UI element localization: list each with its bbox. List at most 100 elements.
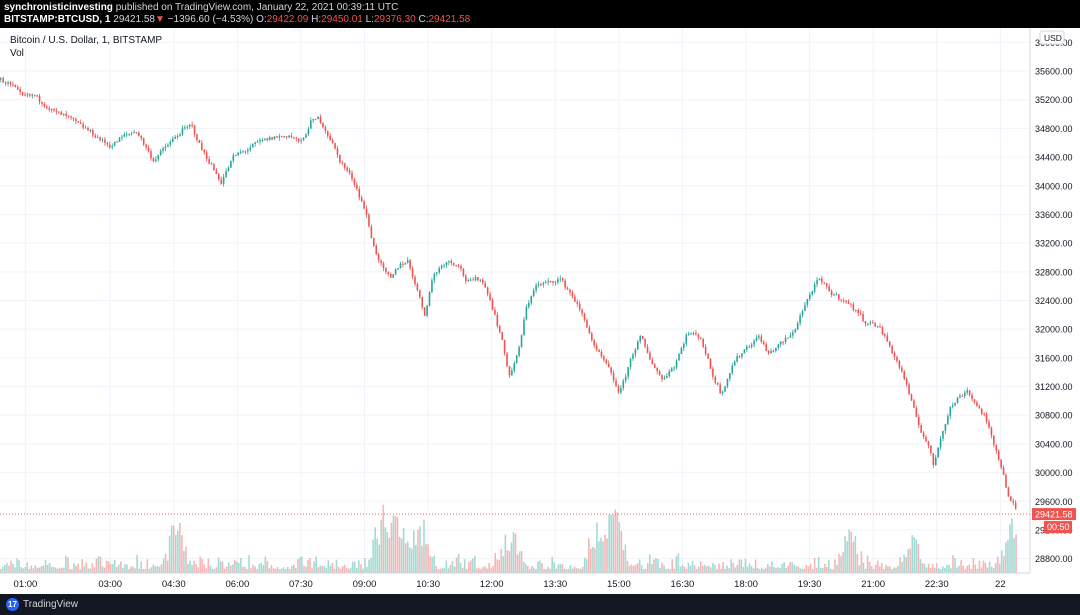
volume-bar	[278, 569, 281, 573]
volume-bar	[292, 564, 295, 573]
volume-bar	[225, 566, 228, 573]
volume-bar	[4, 564, 6, 573]
volume-bar	[508, 551, 511, 573]
volume-bar	[785, 568, 787, 573]
volume-bar	[685, 568, 688, 573]
candle	[968, 390, 971, 395]
candle	[486, 287, 489, 295]
x-tick-label: 13:30	[543, 579, 567, 590]
candle	[668, 371, 671, 376]
volume-bar	[787, 565, 789, 573]
volume-bar	[323, 566, 326, 573]
volume-bar	[181, 535, 183, 573]
volume-bar	[215, 567, 218, 573]
candle	[38, 95, 41, 102]
volume-bar	[197, 567, 199, 573]
volume-bar	[775, 567, 777, 573]
candle	[927, 441, 930, 446]
volume-bar	[364, 558, 366, 573]
candle	[462, 268, 465, 276]
volume-bar	[573, 566, 576, 573]
candle	[557, 279, 559, 283]
volume-bar	[260, 562, 263, 573]
volume-bar	[811, 569, 814, 573]
candle	[644, 339, 646, 347]
volume-bar	[463, 559, 466, 573]
candle	[99, 137, 101, 141]
volume-bar	[150, 567, 153, 573]
chart-area[interactable]: 28800.0029200.0029600.0030000.0030400.00…	[0, 28, 1080, 594]
volume-bar	[726, 565, 728, 573]
price-chart[interactable]: 28800.0029200.0029600.0030000.0030400.00…	[0, 28, 1080, 594]
volume-bar	[610, 514, 612, 573]
volume-bar	[335, 559, 338, 573]
volume-bar	[248, 555, 250, 573]
candle	[79, 122, 82, 124]
volume-bar	[22, 568, 24, 573]
candle	[46, 106, 48, 109]
volume-bar	[67, 557, 69, 573]
volume-bar	[488, 562, 490, 573]
tradingview-brand[interactable]: 17 TradingView	[6, 598, 78, 611]
volume-bar	[866, 555, 869, 573]
volume-bar	[439, 568, 442, 573]
candle	[484, 282, 487, 288]
volume-bar	[417, 529, 419, 573]
volume-bar	[185, 546, 187, 573]
candle	[162, 148, 164, 151]
symbol-label: BITSTAMP:BTCUSD, 1	[4, 14, 111, 25]
candle	[934, 457, 937, 465]
currency-label: USD	[1044, 33, 1062, 43]
volume-bar	[360, 564, 362, 573]
volume-bar	[909, 548, 912, 573]
candle	[833, 294, 835, 296]
volume-bar	[948, 564, 950, 573]
candle	[804, 304, 806, 311]
volume-bar	[980, 567, 983, 573]
candle	[43, 103, 46, 107]
candle	[634, 349, 637, 355]
volume-bar	[410, 548, 413, 573]
volume-bar	[315, 556, 317, 573]
candle	[358, 189, 361, 198]
volume-bar	[231, 564, 234, 573]
volume-bar	[533, 567, 535, 573]
candle	[205, 152, 208, 160]
volume-bar	[394, 516, 397, 573]
ohlc-line: BITSTAMP:BTCUSD, 1 29421.58▼ −1396.60 (−…	[4, 14, 470, 25]
volume-bar	[368, 559, 370, 573]
candle	[310, 120, 312, 129]
publisher-name[interactable]: synchronisticinvesting	[4, 2, 113, 13]
candle	[523, 319, 525, 336]
candle	[92, 130, 94, 136]
candle	[215, 170, 218, 174]
volume-bar	[846, 541, 848, 573]
volume-bar	[1015, 534, 1017, 573]
volume-bar	[118, 564, 120, 573]
candle	[159, 150, 162, 156]
candle	[399, 263, 402, 269]
candle	[537, 284, 540, 286]
volume-bar	[42, 565, 45, 573]
volume-bar	[54, 567, 57, 573]
candle	[428, 292, 431, 306]
volume-bar	[604, 534, 606, 573]
volume-bar	[370, 557, 372, 573]
candle	[816, 280, 818, 285]
candle	[392, 274, 394, 278]
volume-bar	[221, 561, 224, 573]
volume-bar	[988, 561, 991, 573]
candle	[903, 371, 906, 379]
candle	[925, 436, 927, 442]
candle	[431, 280, 433, 293]
volume-bar	[937, 568, 940, 573]
volume-bar	[307, 560, 309, 573]
candle	[733, 361, 736, 366]
candle	[615, 380, 617, 387]
volume-bar	[929, 568, 932, 573]
candle	[753, 340, 755, 345]
candle	[830, 290, 833, 296]
candle	[188, 124, 191, 127]
volume-bar	[480, 568, 482, 573]
candle	[426, 305, 428, 316]
